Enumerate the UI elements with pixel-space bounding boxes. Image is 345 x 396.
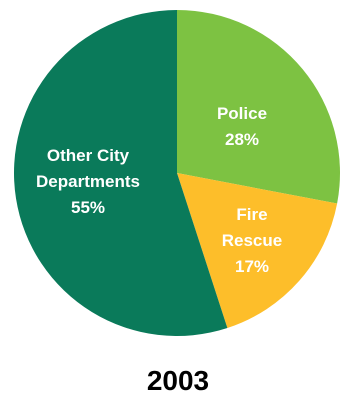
chart-title: 2003 bbox=[147, 365, 209, 396]
pie-slices bbox=[13, 10, 340, 336]
slice-label-other-city-departments-line-2: 55% bbox=[71, 198, 105, 217]
pie-labels: Police 28% Fire Rescue 17% Other City Departme… bbox=[36, 104, 282, 276]
slice-label-fire-rescue-line-2: 17% bbox=[235, 257, 269, 276]
pie-slice-police bbox=[177, 10, 340, 204]
slice-label-fire-rescue-line-1: Rescue bbox=[222, 231, 282, 250]
slice-label-police-line-1: 28% bbox=[225, 130, 259, 149]
pie-slice-other-city-departments bbox=[13, 10, 228, 336]
pie-slice-fire-rescue bbox=[177, 173, 338, 329]
slice-label-fire-rescue-line-0: Fire bbox=[236, 205, 267, 224]
slice-label-other-city-departments-line-1: Departments bbox=[36, 172, 140, 191]
slice-label-other-city-departments-line-0: Other City bbox=[47, 146, 130, 165]
slice-label-police-line-0: Police bbox=[217, 104, 267, 123]
